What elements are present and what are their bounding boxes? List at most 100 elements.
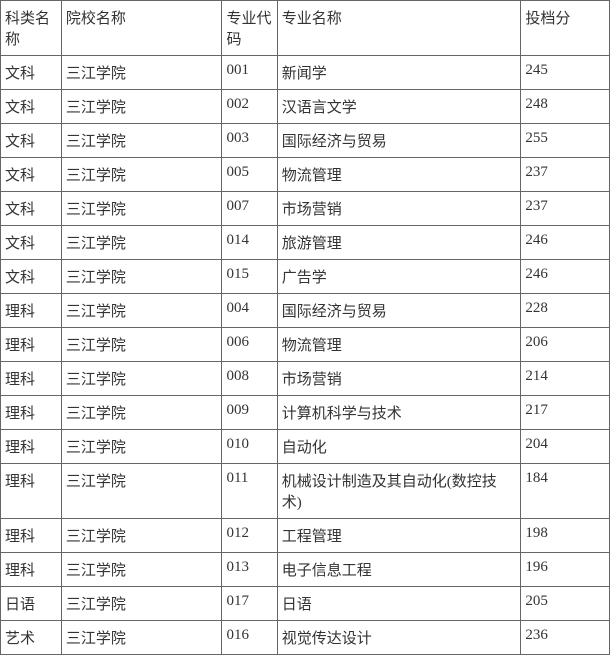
header-school: 院校名称 [61, 1, 222, 56]
cell-major: 新闻学 [277, 56, 521, 90]
table-row: 文科三江学院003国际经济与贸易255 [1, 124, 610, 158]
cell-category: 艺术 [1, 621, 62, 655]
cell-category: 理科 [1, 294, 62, 328]
header-row: 科类名称 院校名称 专业代码 专业名称 投档分 [1, 1, 610, 56]
cell-category: 文科 [1, 192, 62, 226]
cell-category: 文科 [1, 56, 62, 90]
table-row: 理科三江学院006物流管理206 [1, 328, 610, 362]
table-row: 理科三江学院004国际经济与贸易228 [1, 294, 610, 328]
cell-school: 三江学院 [61, 328, 222, 362]
cell-major: 工程管理 [277, 519, 521, 553]
admission-table: 科类名称 院校名称 专业代码 专业名称 投档分 文科三江学院001新闻学245文… [0, 0, 610, 655]
cell-score: 228 [521, 294, 610, 328]
cell-category: 文科 [1, 158, 62, 192]
cell-major: 物流管理 [277, 328, 521, 362]
cell-category: 日语 [1, 587, 62, 621]
header-code: 专业代码 [222, 1, 277, 56]
cell-school: 三江学院 [61, 396, 222, 430]
cell-score: 236 [521, 621, 610, 655]
table-row: 日语三江学院017日语205 [1, 587, 610, 621]
table-row: 理科三江学院012工程管理198 [1, 519, 610, 553]
cell-school: 三江学院 [61, 553, 222, 587]
header-score: 投档分 [521, 1, 610, 56]
cell-major: 国际经济与贸易 [277, 294, 521, 328]
cell-school: 三江学院 [61, 294, 222, 328]
table-row: 文科三江学院007市场营销237 [1, 192, 610, 226]
cell-school: 三江学院 [61, 90, 222, 124]
cell-major: 汉语言文学 [277, 90, 521, 124]
cell-score: 214 [521, 362, 610, 396]
cell-code: 015 [222, 260, 277, 294]
table-row: 理科三江学院013电子信息工程196 [1, 553, 610, 587]
cell-score: 198 [521, 519, 610, 553]
cell-school: 三江学院 [61, 260, 222, 294]
cell-school: 三江学院 [61, 587, 222, 621]
cell-school: 三江学院 [61, 226, 222, 260]
table-body: 文科三江学院001新闻学245文科三江学院002汉语言文学248文科三江学院00… [1, 56, 610, 655]
table-row: 理科三江学院011机械设计制造及其自动化(数控技术)184 [1, 464, 610, 519]
cell-category: 理科 [1, 328, 62, 362]
cell-score: 246 [521, 226, 610, 260]
cell-major: 日语 [277, 587, 521, 621]
cell-major: 市场营销 [277, 362, 521, 396]
cell-score: 246 [521, 260, 610, 294]
cell-code: 008 [222, 362, 277, 396]
cell-code: 011 [222, 464, 277, 519]
table-row: 理科三江学院008市场营销214 [1, 362, 610, 396]
cell-school: 三江学院 [61, 621, 222, 655]
cell-major: 旅游管理 [277, 226, 521, 260]
cell-code: 010 [222, 430, 277, 464]
cell-code: 009 [222, 396, 277, 430]
cell-school: 三江学院 [61, 362, 222, 396]
cell-category: 理科 [1, 430, 62, 464]
cell-code: 002 [222, 90, 277, 124]
cell-category: 文科 [1, 124, 62, 158]
header-category: 科类名称 [1, 1, 62, 56]
cell-school: 三江学院 [61, 519, 222, 553]
table-row: 文科三江学院015广告学246 [1, 260, 610, 294]
cell-major: 视觉传达设计 [277, 621, 521, 655]
cell-score: 206 [521, 328, 610, 362]
cell-code: 003 [222, 124, 277, 158]
cell-school: 三江学院 [61, 158, 222, 192]
cell-category: 文科 [1, 226, 62, 260]
header-major: 专业名称 [277, 1, 521, 56]
cell-category: 文科 [1, 260, 62, 294]
table-row: 理科三江学院010自动化204 [1, 430, 610, 464]
cell-code: 014 [222, 226, 277, 260]
cell-major: 机械设计制造及其自动化(数控技术) [277, 464, 521, 519]
cell-score: 184 [521, 464, 610, 519]
cell-code: 004 [222, 294, 277, 328]
cell-score: 237 [521, 158, 610, 192]
cell-code: 016 [222, 621, 277, 655]
cell-school: 三江学院 [61, 430, 222, 464]
cell-score: 245 [521, 56, 610, 90]
cell-school: 三江学院 [61, 192, 222, 226]
cell-category: 文科 [1, 90, 62, 124]
cell-school: 三江学院 [61, 464, 222, 519]
cell-code: 017 [222, 587, 277, 621]
cell-code: 013 [222, 553, 277, 587]
cell-score: 204 [521, 430, 610, 464]
table-row: 文科三江学院014旅游管理246 [1, 226, 610, 260]
cell-school: 三江学院 [61, 124, 222, 158]
cell-code: 001 [222, 56, 277, 90]
cell-category: 理科 [1, 553, 62, 587]
table-head: 科类名称 院校名称 专业代码 专业名称 投档分 [1, 1, 610, 56]
cell-school: 三江学院 [61, 56, 222, 90]
cell-category: 理科 [1, 464, 62, 519]
cell-score: 237 [521, 192, 610, 226]
table-row: 文科三江学院001新闻学245 [1, 56, 610, 90]
cell-score: 205 [521, 587, 610, 621]
cell-category: 理科 [1, 362, 62, 396]
cell-score: 196 [521, 553, 610, 587]
cell-code: 005 [222, 158, 277, 192]
cell-major: 自动化 [277, 430, 521, 464]
table-row: 文科三江学院002汉语言文学248 [1, 90, 610, 124]
cell-code: 007 [222, 192, 277, 226]
cell-score: 248 [521, 90, 610, 124]
cell-category: 理科 [1, 519, 62, 553]
cell-code: 006 [222, 328, 277, 362]
cell-score: 217 [521, 396, 610, 430]
cell-code: 012 [222, 519, 277, 553]
